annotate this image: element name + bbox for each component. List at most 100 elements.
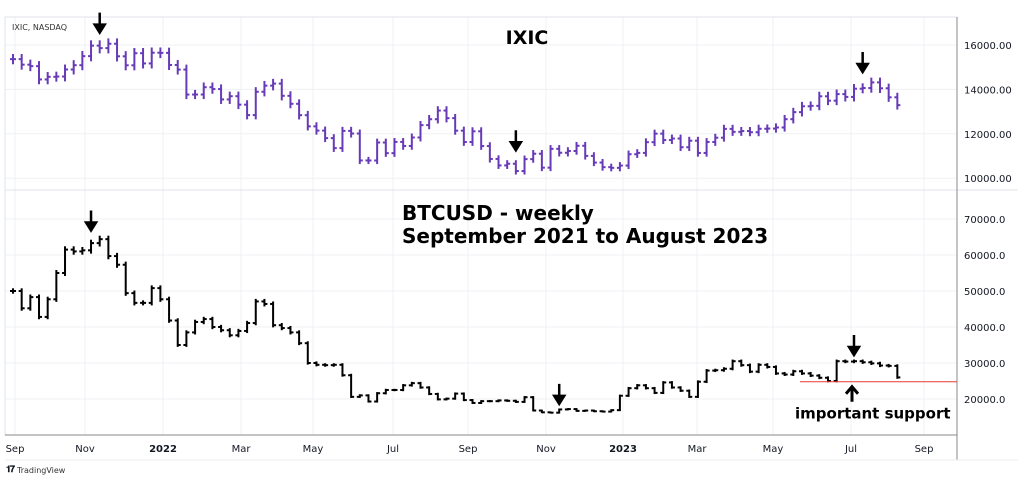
time-axis-label: Sep bbox=[6, 444, 25, 455]
brand-label: TradingView bbox=[17, 465, 66, 475]
ohlc-bar bbox=[877, 361, 883, 368]
ohlc-bar bbox=[694, 380, 701, 398]
time-axis-label: May bbox=[763, 444, 784, 455]
ohlc-bar bbox=[79, 247, 86, 255]
ohlc-bar bbox=[287, 325, 294, 335]
down-arrow-icon bbox=[551, 383, 567, 407]
ohlc-bar bbox=[452, 392, 459, 400]
ohlc-bar bbox=[192, 319, 199, 335]
ohlc-bar bbox=[443, 106, 450, 123]
time-axis-label: Jul bbox=[844, 444, 857, 455]
ohlc-bar bbox=[521, 155, 528, 175]
ohlc-bar bbox=[157, 47, 164, 59]
ohlc-bar bbox=[374, 138, 381, 165]
ohlc-bar bbox=[313, 122, 320, 135]
ohlc-bar bbox=[469, 127, 476, 146]
ohlc-bar bbox=[859, 359, 866, 364]
ohlc-bar bbox=[694, 136, 701, 157]
ohlc-bar bbox=[209, 82, 216, 94]
ohlc-bar bbox=[530, 150, 537, 163]
ohlc-bar bbox=[391, 388, 398, 392]
ohlc-bar bbox=[330, 134, 337, 152]
tradingview-brand[interactable]: 𝟏𝟕 TradingView bbox=[6, 465, 65, 475]
ohlc-bar bbox=[703, 138, 710, 157]
ohlc-bar bbox=[894, 92, 901, 110]
ohlc-bar bbox=[209, 316, 216, 330]
ohlc-bar bbox=[486, 142, 493, 163]
down-arrow-icon bbox=[508, 130, 524, 153]
ohlc-bar bbox=[816, 374, 823, 380]
ohlc-bar bbox=[677, 386, 684, 392]
price-axis-label: 30000.0 bbox=[964, 359, 1005, 370]
ohlc-bar bbox=[148, 285, 155, 306]
support-label: important support bbox=[795, 405, 951, 423]
ohlc-bar bbox=[816, 91, 823, 111]
ohlc-bar bbox=[798, 369, 805, 375]
ohlc-bar bbox=[634, 149, 641, 158]
ohlc-bar bbox=[434, 392, 441, 401]
ohlc-bar bbox=[573, 141, 580, 155]
time-axis-label: 2022 bbox=[149, 444, 177, 455]
time-axis-label: Nov bbox=[536, 444, 556, 455]
ohlc-bar bbox=[608, 163, 615, 172]
ohlc-bar bbox=[660, 129, 667, 144]
ohlc-bar bbox=[105, 235, 112, 260]
ohlc-bar bbox=[79, 50, 86, 71]
ohlc-bar bbox=[790, 369, 797, 376]
ohlc-bar bbox=[140, 48, 147, 69]
ohlc-bar bbox=[304, 110, 311, 131]
btc-title: BTCUSD - weekly bbox=[402, 201, 594, 225]
ohlc-bar bbox=[105, 38, 112, 54]
ohlc-bar bbox=[720, 367, 727, 372]
ohlc-bar bbox=[807, 371, 814, 378]
ohlc-bar bbox=[564, 408, 571, 411]
ixic-title: IXIC bbox=[506, 27, 549, 49]
ohlc-bar bbox=[36, 61, 43, 85]
ohlc-bar bbox=[322, 363, 329, 367]
ohlc-bar bbox=[36, 294, 43, 320]
ohlc-bar bbox=[252, 298, 259, 326]
ohlc-bar bbox=[764, 124, 771, 133]
ohlc-bar bbox=[755, 124, 762, 137]
ohlc-bar bbox=[148, 47, 155, 69]
ohlc-bar bbox=[677, 134, 684, 152]
ohlc-bar bbox=[443, 397, 450, 401]
ohlc-bar bbox=[10, 288, 16, 294]
ohlc-bar bbox=[183, 64, 190, 100]
ohlc-bar bbox=[278, 78, 285, 101]
ohlc-bar bbox=[608, 409, 615, 413]
ohlc-bar bbox=[374, 392, 381, 403]
ohlc-bar bbox=[746, 363, 753, 374]
ohlc-bar bbox=[538, 150, 545, 172]
ohlc-bar bbox=[478, 400, 485, 404]
ohlc-bar bbox=[712, 368, 719, 373]
ohlc-bar bbox=[686, 389, 693, 398]
price-axis-label: 14000.00 bbox=[964, 85, 1012, 96]
ohlc-bar bbox=[131, 48, 138, 71]
ohlc-bar bbox=[391, 138, 398, 157]
ohlc-bar bbox=[556, 145, 563, 157]
time-axis-label: Mar bbox=[232, 444, 252, 455]
ohlc-bar bbox=[62, 64, 69, 82]
ohlc-bar bbox=[842, 89, 849, 102]
ohlc-bar bbox=[131, 290, 138, 306]
ohlc-bar bbox=[842, 359, 849, 364]
ohlc-bar bbox=[296, 99, 303, 120]
ohlc-bar bbox=[226, 328, 233, 338]
ohlc-bar bbox=[582, 141, 589, 160]
ohlc-bar bbox=[88, 239, 95, 254]
ohlc-bar bbox=[824, 91, 831, 106]
ohlc-bar bbox=[339, 363, 346, 377]
btc-subtitle: September 2021 to August 2023 bbox=[402, 224, 768, 248]
price-axis-label: 10000.00 bbox=[964, 174, 1012, 185]
ohlc-bar bbox=[573, 408, 580, 412]
ohlc-bar bbox=[382, 388, 389, 395]
price-axis-label: 16000.00 bbox=[964, 41, 1012, 52]
ohlc-bar bbox=[304, 341, 311, 365]
ohlc-bar bbox=[486, 400, 493, 403]
time-axis-label: Mar bbox=[688, 444, 708, 455]
ohlc-bar bbox=[192, 89, 199, 100]
ohlc-bar bbox=[703, 369, 710, 384]
